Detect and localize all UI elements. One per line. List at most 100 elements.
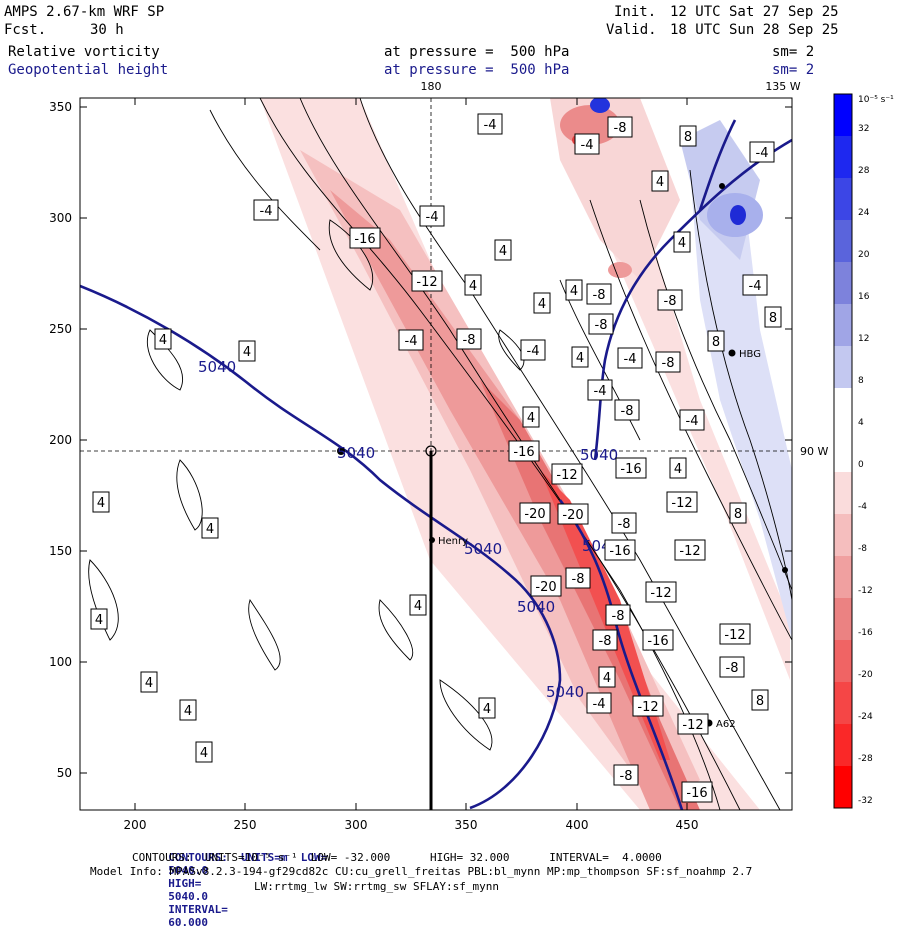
colorbar-tick-label: 24: [858, 208, 870, 218]
vorticity-label-text: -8: [618, 517, 631, 532]
vorticity-label: 4: [92, 491, 110, 513]
colorbar-swatch: [834, 262, 852, 304]
height-labels: 5040 5040 5040 5040 5040 5040 5040: [198, 358, 620, 701]
colorbar-tick-label: 16: [858, 292, 870, 302]
vorticity-label-text: -8: [599, 634, 612, 649]
vorticity-label: -8: [565, 567, 591, 589]
vorticity-label-text: -4: [686, 414, 699, 429]
x-tick-label: 200: [124, 818, 147, 832]
vorticity-label-text: 8: [769, 311, 777, 326]
vorticity-label: -8: [605, 604, 631, 626]
vorticity-label-text: -8: [593, 288, 606, 303]
vorticity-label: -20: [519, 502, 551, 524]
vorticity-label: -4: [617, 347, 643, 369]
vorticity-label: -8: [456, 328, 482, 350]
vorticity-label-text: -8: [662, 356, 675, 371]
colorbar-swatch: [834, 724, 852, 766]
colorbar-swatch: [834, 766, 852, 808]
vorticity-label-text: 4: [656, 175, 664, 190]
vorticity-label: -4: [253, 199, 279, 221]
vorticity-label-text: -12: [671, 496, 692, 511]
field1-level: at pressure = 500 hPa: [384, 44, 570, 60]
height-label: 5040: [198, 358, 236, 376]
vorticity-label-text: -4: [593, 697, 606, 712]
vorticity-label: -4: [398, 329, 424, 351]
vorticity-label-text: 8: [756, 694, 764, 709]
colorbar-tick-label: -12: [858, 586, 873, 596]
vorticity-label: 4: [478, 697, 496, 719]
colorbar-tick-label: 8: [858, 376, 864, 386]
vorticity-label-text: -8: [664, 294, 677, 309]
vorticity-label: -8: [719, 656, 745, 678]
vorticity-label-text: -4: [484, 118, 497, 133]
vorticity-label-text: -12: [682, 718, 703, 733]
vorticity-label-text: -8: [614, 121, 627, 136]
y-tick-label: 350: [49, 100, 72, 114]
vorticity-label-text: -8: [612, 609, 625, 624]
vorticity-label-text: 4: [603, 671, 611, 686]
vorticity-labels: -4 -8-4-16-4-12-444-8-8-16-8-4-20-12-1644…: [90, 113, 782, 803]
colorbar-swatch: [834, 430, 852, 472]
x-tick-label: 400: [566, 818, 589, 832]
vorticity-label: 4: [90, 608, 108, 630]
vorticity-label: -20: [557, 503, 589, 525]
vorticity-label-text: 4: [243, 345, 251, 360]
vorticity-label-text: 4: [145, 676, 153, 691]
vorticity-label: 4: [238, 340, 256, 362]
y-tick-label: 300: [49, 211, 72, 225]
meridian-135w-label: 135 W: [765, 80, 800, 93]
vorticity-label: 4: [154, 328, 172, 350]
vorticity-label: -8: [592, 629, 618, 651]
vorticity-label: -8: [607, 116, 633, 138]
vorticity-label: 4: [533, 292, 551, 314]
vorticity-label-text: 4: [414, 599, 422, 614]
vorticity-label-text: 4: [184, 704, 192, 719]
station-henry-label: Henry: [438, 536, 468, 547]
vorticity-label-text: 4: [538, 297, 546, 312]
field1-name: Relative vorticity: [8, 44, 160, 60]
vorticity-label-text: -16: [620, 462, 641, 477]
valid-label: Valid.: [606, 22, 657, 38]
map-figure: Henry HBG A62 5040 5040 5040 5040 5040 5…: [49, 80, 894, 832]
plot-frame: [79, 97, 793, 811]
vorticity-label: -4: [477, 113, 503, 135]
y-axis-labels: 350 300 250 200 150 100 50: [49, 100, 72, 780]
vorticity-label-text: 4: [678, 236, 686, 251]
station-a62-label: A62: [716, 719, 736, 730]
meridian-180-label: 180: [421, 80, 442, 93]
vorticity-label-text: -8: [620, 769, 633, 784]
vorticity-label: 8: [729, 502, 747, 524]
x-tick-label: 250: [234, 818, 257, 832]
colorbar-tick-label: 12: [858, 334, 869, 344]
x-axis-labels: 200 250 300 350 400 450: [124, 818, 699, 832]
vorticity-label: 8: [764, 306, 782, 328]
footer-line1-high-label: HIGH=: [168, 877, 202, 890]
footer-line1-low: 5040.0: [168, 864, 208, 877]
vorticity-label-text: -16: [609, 544, 630, 559]
vorticity-label: 4: [494, 239, 512, 261]
vorticity-label: -16: [681, 781, 713, 803]
y-tick-label: 100: [49, 655, 72, 669]
colorbar-swatch: [834, 136, 852, 178]
vorticity-label-text: -4: [426, 210, 439, 225]
init-label: Init.: [614, 4, 657, 20]
valid-time: 18 UTC Sun 28 Sep 25: [670, 22, 839, 38]
vorticity-label-text: -12: [637, 700, 658, 715]
vorticity-label: 8: [707, 330, 725, 352]
footer-model-info: Model Info: MPASv8.2.3-194-gf29cd82c CU:…: [90, 865, 753, 878]
vorticity-label-text: 4: [200, 746, 208, 761]
vorticity-label-text: 4: [95, 613, 103, 628]
height-label: 5040: [546, 683, 584, 701]
vorticity-label-text: -8: [621, 404, 634, 419]
field2-smoothing: sm= 2: [772, 62, 815, 78]
y-tick-label: 250: [49, 322, 72, 336]
colorbar-units: 10⁻⁵ s⁻¹: [858, 95, 894, 105]
x-tick-label: 450: [676, 818, 699, 832]
vorticity-label: -4: [574, 133, 600, 155]
vorticity-label: -12: [666, 491, 698, 513]
vorticity-label: -8: [655, 351, 681, 373]
vorticity-label-text: -4: [405, 334, 418, 349]
vorticity-label-text: -4: [527, 344, 540, 359]
vorticity-label: 4: [140, 671, 158, 693]
vorticity-label: 4: [195, 741, 213, 763]
